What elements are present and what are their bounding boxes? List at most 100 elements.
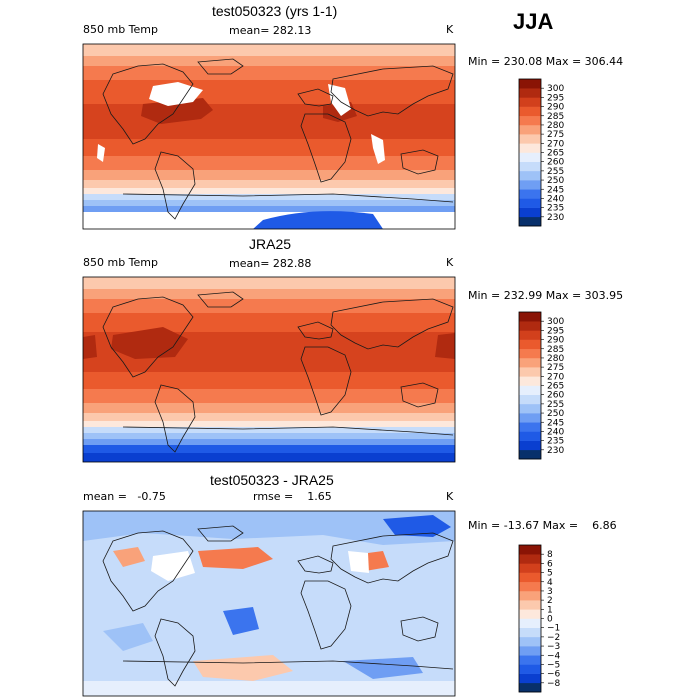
colorbar-tick-label: 3 [547, 587, 553, 597]
colorbar-tick-label: 280 [547, 354, 564, 364]
colorbar-swatch [519, 376, 541, 386]
panel1-minmax-label: Min = 230.08 Max = 306.44 [468, 55, 624, 68]
colorbar-swatch [519, 563, 541, 573]
colorbar-tick-label: 230 [547, 446, 564, 456]
colorbar-swatch [519, 348, 541, 359]
colorbar-swatch [519, 198, 541, 208]
colorbar-swatch [519, 600, 541, 610]
colorbar-tick-label: 255 [547, 400, 564, 410]
colorbar-swatch [519, 627, 541, 638]
colorbar-swatch [519, 413, 541, 423]
colorbar-swatch [519, 572, 541, 583]
colorbar-tick-label: 290 [547, 336, 564, 346]
colorbar-tick-label: −8 [547, 679, 561, 689]
colorbar-tick-label: 255 [547, 167, 564, 177]
colorbar-swatch [519, 440, 541, 451]
colorbar-tick-label: 280 [547, 121, 564, 131]
colorbar-swatch [519, 106, 541, 117]
colorbar-swatch [519, 673, 541, 684]
colorbar-swatch [519, 655, 541, 665]
colorbar-tick-label: −2 [547, 633, 560, 643]
colorbar-swatch [519, 143, 541, 153]
colorbar-swatch [519, 170, 541, 181]
colorbar-tick-label: 275 [547, 363, 564, 373]
colorbar-swatch [519, 403, 541, 414]
panel2-minmax-label: Min = 232.99 Max = 303.95 [468, 289, 624, 302]
colorbar-tick-label: 265 [547, 382, 564, 392]
colorbar-tick-label: −1 [547, 624, 560, 634]
panel1-mean-label: mean= 282.13 [229, 24, 312, 37]
colorbar-tick-label: 285 [547, 112, 564, 122]
colorbar-tick-label: 270 [547, 139, 564, 149]
colorbar-swatch [519, 339, 541, 350]
colorbar-tick-label: 235 [547, 437, 564, 447]
colorbar-swatch [519, 394, 541, 405]
colorbar-swatch [519, 134, 541, 144]
colorbar-tick-label: 285 [547, 345, 564, 355]
colorbar-swatch [519, 545, 541, 555]
colorbar-swatch [519, 180, 541, 190]
colorbar-swatch [519, 646, 541, 656]
colorbar-tick-label: 230 [547, 213, 564, 223]
colorbar-tick-label: 260 [547, 391, 564, 401]
panel1-map [82, 43, 456, 230]
colorbar-swatch [519, 581, 541, 592]
colorbar-tick-label: 5 [547, 569, 553, 579]
panel2-map [82, 276, 456, 463]
colorbar-tick-label: 250 [547, 409, 564, 419]
colorbar-tick-label: 260 [547, 158, 564, 168]
colorbar-tick-label: 8 [547, 550, 553, 560]
colorbar-tick-label: 270 [547, 372, 564, 382]
colorbar-tick-label: −3 [547, 642, 560, 652]
panel2-title: JRA25 [249, 236, 292, 252]
colorbar-tick-label: −6 [547, 670, 561, 680]
panel3-map [82, 510, 456, 697]
colorbar-swatch [519, 449, 541, 460]
colorbar-swatch [519, 189, 541, 199]
colorbar-swatch [519, 97, 541, 107]
panel1-units-label: K [446, 23, 454, 36]
colorbar-tick-label: 240 [547, 194, 564, 204]
colorbar-tick-label: 290 [547, 103, 564, 113]
panel3-title: test050323 - JRA25 [210, 472, 334, 488]
colorbar-swatch [519, 618, 541, 628]
colorbar-swatch [519, 312, 541, 322]
panel3-minmax-label: Min = -13.67 Max = 6.86 [468, 519, 617, 532]
colorbar-swatch [519, 216, 541, 227]
colorbar-swatch [519, 152, 541, 162]
colorbar-tick-label: 295 [547, 326, 564, 336]
colorbar-swatch [519, 79, 541, 89]
colorbar-tick-label: −5 [547, 660, 560, 670]
panel2-colorbar: 3002952902852802752702652602552502452402… [518, 311, 564, 460]
panel2-units-label: K [446, 256, 454, 269]
colorbar-tick-label: 235 [547, 204, 564, 214]
colorbar-tick-label: 295 [547, 93, 564, 103]
colorbar-swatch [519, 590, 541, 601]
colorbar-swatch [519, 115, 541, 126]
colorbar-swatch [519, 422, 541, 432]
panel1-colorbar: 3002952902852802752702652602552502452402… [518, 78, 564, 227]
colorbar-swatch [519, 431, 541, 441]
colorbar-swatch [519, 124, 541, 135]
colorbar-tick-label: −4 [547, 651, 561, 661]
colorbar-tick-label: 245 [547, 418, 564, 428]
panel1-variable-label: 850 mb Temp [83, 23, 159, 36]
colorbar-tick-label: 275 [547, 130, 564, 140]
panel1-title: test050323 (yrs 1-1) [212, 3, 338, 19]
colorbar-swatch [519, 357, 541, 368]
panel2-variable-label: 850 mb Temp [83, 256, 159, 269]
colorbar-swatch [519, 330, 541, 340]
colorbar-tick-label: 6 [547, 559, 553, 569]
colorbar-swatch [519, 554, 541, 564]
colorbar-tick-label: 2 [547, 596, 553, 606]
colorbar-swatch [519, 609, 541, 619]
colorbar-swatch [519, 664, 541, 674]
colorbar-swatch [519, 161, 541, 172]
season-label: JJA [513, 9, 554, 34]
panel3-rmse-label: rmse = 1.65 [253, 490, 332, 503]
colorbar-swatch [519, 385, 541, 395]
panel2-mean-label: mean= 282.88 [229, 257, 312, 270]
colorbar-tick-label: 245 [547, 185, 564, 195]
